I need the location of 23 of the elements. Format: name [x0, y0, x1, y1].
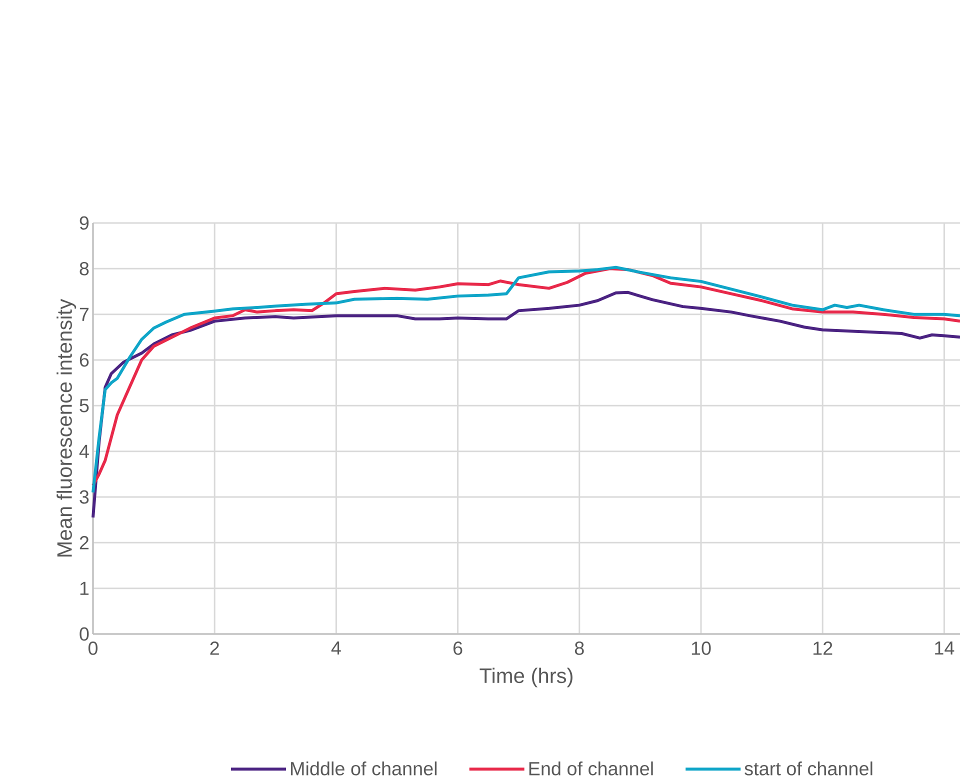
y-tick-label: 1 [80, 582, 89, 595]
y-tick-label: 3 [80, 490, 89, 504]
y-axis-title: Mean fluorescence intensity [56, 298, 76, 556]
y-tick-label: 6 [80, 353, 89, 367]
y-tick-label: 2 [80, 536, 89, 550]
y-tick-label: 0 [80, 627, 89, 641]
x-tick-label: 12 [814, 642, 832, 655]
y-tick-label: 8 [80, 262, 89, 276]
y-tick-label: 7 [80, 308, 89, 321]
x-tick-label: 10 [692, 642, 711, 655]
x-axis-title: Time (hrs) [480, 668, 572, 688]
x-tick-label: 8 [574, 642, 584, 655]
x-tick-label: 4 [331, 642, 341, 655]
legend-label: End of channel [529, 761, 653, 776]
x-tick-label: 0 [88, 642, 98, 655]
y-tick-label: 9 [80, 216, 89, 230]
legend-label: start of channel [744, 761, 872, 776]
x-tick-label: 2 [210, 642, 219, 655]
y-tick-label: 4 [79, 444, 89, 458]
legend-label: Middle of channel [291, 761, 437, 776]
x-tick-label: 14 [935, 642, 954, 655]
y-tick-label: 5 [80, 399, 89, 412]
x-tick-label: 6 [453, 642, 462, 655]
